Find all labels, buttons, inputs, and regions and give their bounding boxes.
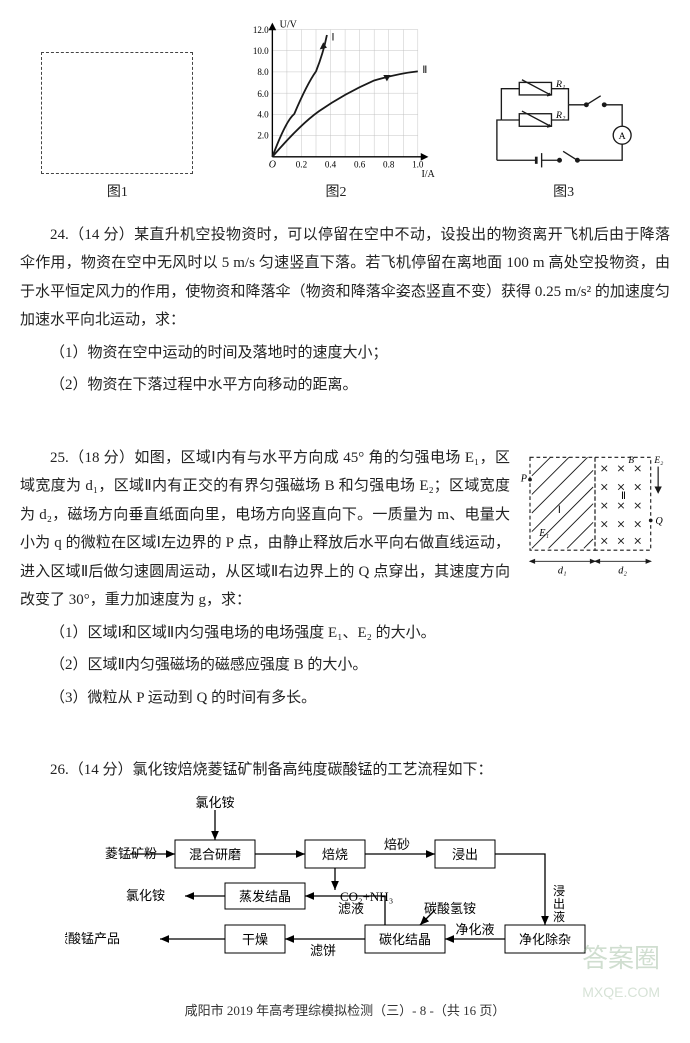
fig3-label: 图3 — [479, 180, 649, 207]
q24-sub1: （1）物资在空中运动的时间及落地时的速度大小； — [20, 339, 670, 368]
svg-text:0.4: 0.4 — [325, 160, 337, 170]
fig1-label: 图1 — [41, 180, 193, 207]
q26-text: 26.（14 分）氯化铵焙烧菱锰矿制备高纯度碳酸锰的工艺流程如下： — [20, 756, 670, 785]
q-label-pt: Q — [655, 516, 663, 527]
svg-text:Ⅱ: Ⅱ — [422, 65, 427, 76]
e1-label: E₁ — [538, 528, 549, 539]
figure-1: 图1 — [41, 52, 193, 207]
figure-3: R₁ R₂ A 图3 — [479, 60, 649, 207]
svg-text:12.0: 12.0 — [253, 25, 269, 35]
r2-label: R₂ — [555, 110, 566, 121]
q25-block: P Q Ⅰ Ⅱ E₁ E₂ B d₁ d₂ 25.（18 分）如图，区域Ⅰ内有与… — [20, 444, 670, 717]
q25-sub3: （3）微粒从 P 运动到 Q 的时间有多长。 — [20, 684, 670, 713]
dashed-box-placeholder — [41, 52, 193, 174]
label-nh4cl-out: 氯化铵 — [126, 888, 165, 903]
q25-sub2: （2）区域Ⅱ内匀强磁场的磁感应强度 B 的大小。 — [20, 651, 670, 680]
svg-text:浸出液: 浸出液 — [553, 884, 565, 924]
p-label: P — [520, 473, 527, 484]
svg-text:Ⅰ: Ⅰ — [331, 32, 334, 43]
svg-text:O: O — [269, 160, 276, 171]
y-axis-label: U/V — [280, 20, 298, 31]
page-footer: 咸阳市 2019 年高考理综模拟检测（三）- 8 -（共 16 页） — [20, 999, 670, 1024]
flowchart: 混合研磨 焙烧 浸出 净化除杂 碳化结晶 干燥 蒸发结晶 — [65, 795, 625, 985]
label-nh4cl-in: 氯化铵 — [195, 795, 234, 810]
figures-row: 图1 — [20, 20, 670, 207]
q24-text: 24.（14 分）某直升机空投物资时，可以停留在空中不动，设投出的物资离开飞机后… — [20, 221, 670, 335]
figure-2: 2.0 4.0 6.0 8.0 10.0 12.0 0.2 0.4 0.6 0.… — [236, 20, 436, 207]
box-roast: 焙烧 — [322, 847, 348, 862]
svg-text:0.8: 0.8 — [383, 160, 395, 170]
r1-label: R₁ — [555, 79, 565, 90]
uv-ia-chart: 2.0 4.0 6.0 8.0 10.0 12.0 0.2 0.4 0.6 0.… — [236, 20, 436, 180]
region1-label: Ⅰ — [558, 505, 561, 516]
fig2-label: 图2 — [236, 180, 436, 207]
label-ore: 菱锰矿粉 — [105, 846, 157, 861]
svg-text:10.0: 10.0 — [253, 46, 269, 56]
label-co2nh3: CO₂+NH₃ — [340, 889, 393, 904]
box-dry: 干燥 — [242, 932, 268, 947]
q25-sub1: （1）区域Ⅰ和区域Ⅱ内匀强电场的电场强度 E₁、E₂ 的大小。 — [20, 619, 670, 648]
svg-text:4.0: 4.0 — [257, 110, 269, 120]
d1-label: d₁ — [558, 565, 567, 576]
label-product: 碳酸锰产品 — [65, 931, 120, 946]
label-nh4hco3: 碳酸氢铵 — [424, 901, 476, 916]
svg-text:0.2: 0.2 — [296, 160, 308, 170]
box-purify: 净化除杂 — [519, 932, 571, 947]
box-carbonize: 碳化结晶 — [379, 932, 431, 947]
q25-figure: P Q Ⅰ Ⅱ E₁ E₂ B d₁ d₂ — [520, 448, 670, 578]
svg-text:0.6: 0.6 — [354, 160, 366, 170]
x-axis-label: I/A — [421, 169, 435, 180]
e2-label: E₂ — [653, 455, 663, 465]
d2-label: d₂ — [618, 565, 627, 576]
box-leach: 浸出 — [452, 847, 478, 862]
q24-sub2: （2）物资在下落过程中水平方向移动的距离。 — [20, 371, 670, 400]
b-label: B — [628, 455, 634, 465]
region2-label: Ⅱ — [621, 491, 626, 502]
label-lvbing: 滤饼 — [310, 943, 336, 958]
box-mix: 混合研磨 — [189, 847, 241, 862]
svg-text:6.0: 6.0 — [257, 89, 269, 99]
box-evap: 蒸发结晶 — [239, 889, 291, 904]
ammeter-label: A — [618, 131, 626, 142]
label-peisha: 焙砂 — [384, 837, 410, 852]
svg-text:8.0: 8.0 — [257, 67, 269, 77]
circuit-diagram: R₁ R₂ A — [479, 60, 649, 180]
svg-text:2.0: 2.0 — [257, 131, 269, 141]
